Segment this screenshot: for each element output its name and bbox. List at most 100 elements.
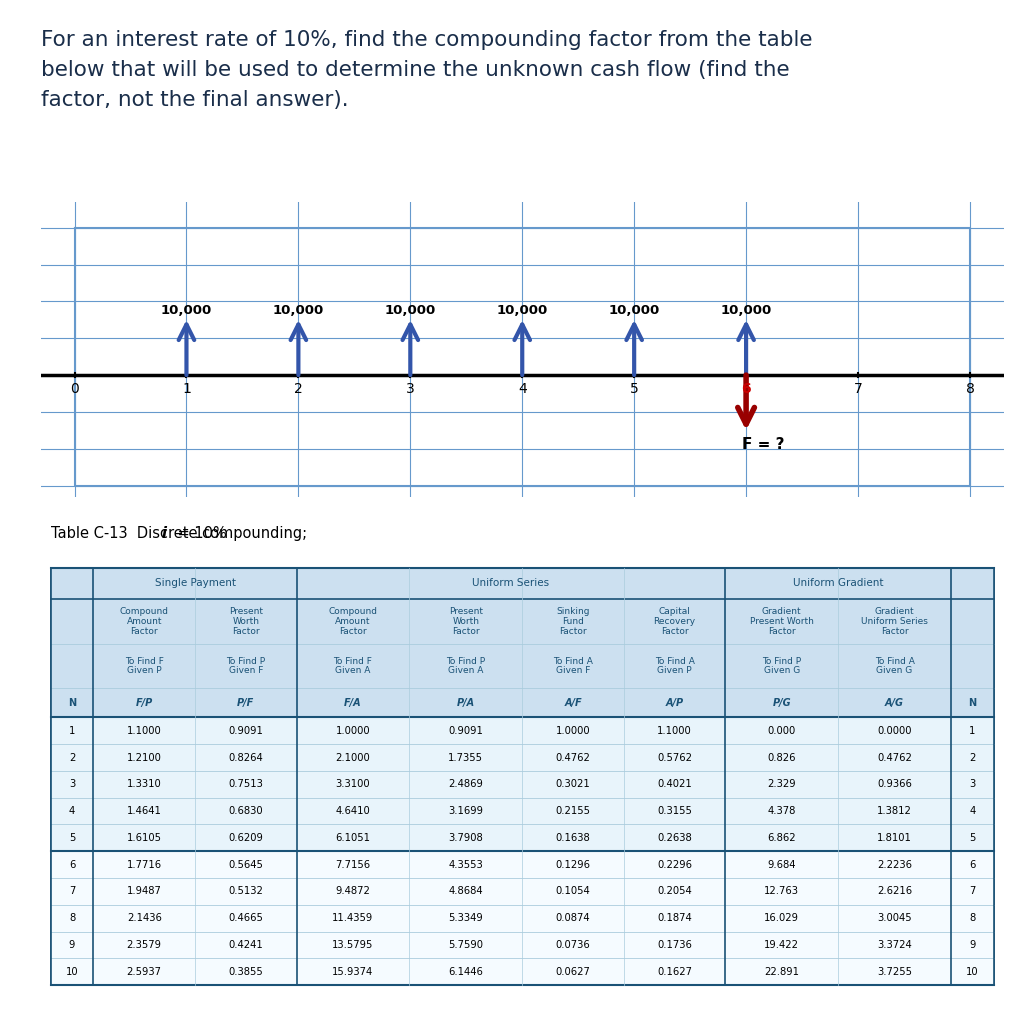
Bar: [522, 717, 624, 744]
Text: 0.5132: 0.5132: [228, 887, 263, 897]
Bar: [624, 744, 725, 771]
Bar: [297, 771, 410, 798]
Bar: [951, 851, 994, 878]
Text: 5: 5: [630, 382, 639, 396]
Text: 6.1446: 6.1446: [449, 967, 483, 977]
Bar: [839, 599, 951, 643]
Text: 1.6105: 1.6105: [127, 833, 162, 842]
Text: 0.000: 0.000: [768, 726, 796, 735]
Bar: [725, 744, 839, 771]
Text: 4: 4: [518, 382, 526, 396]
Bar: [624, 599, 725, 643]
Text: 0.1638: 0.1638: [556, 833, 591, 842]
Bar: [522, 744, 624, 771]
Text: 3.7255: 3.7255: [878, 967, 912, 977]
Bar: [839, 643, 951, 689]
Text: 2: 2: [970, 752, 976, 763]
Bar: [50, 824, 93, 851]
Bar: [297, 717, 410, 744]
Bar: [50, 643, 93, 689]
Text: For an interest rate of 10%, find the compounding factor from the table
below th: For an interest rate of 10%, find the co…: [41, 30, 812, 109]
Bar: [195, 905, 297, 931]
Bar: [93, 851, 195, 878]
Text: Gradient
Present Worth
Factor: Gradient Present Worth Factor: [750, 607, 814, 636]
Bar: [297, 798, 410, 824]
Text: 0.0000: 0.0000: [878, 726, 911, 735]
Bar: [522, 824, 624, 851]
Bar: [410, 689, 522, 717]
Bar: [195, 824, 297, 851]
Bar: [624, 931, 725, 958]
Text: To Find A
Given G: To Find A Given G: [874, 656, 914, 676]
Bar: [839, 931, 951, 958]
Text: 9: 9: [69, 940, 75, 950]
Text: 1: 1: [970, 726, 976, 735]
Text: N: N: [969, 698, 977, 708]
Text: 2: 2: [294, 382, 303, 396]
Text: 0.2054: 0.2054: [657, 887, 692, 897]
Bar: [297, 824, 410, 851]
Bar: [725, 905, 839, 931]
Bar: [839, 958, 951, 985]
Bar: [624, 689, 725, 717]
Bar: [839, 824, 951, 851]
Text: 1.9487: 1.9487: [127, 887, 162, 897]
Text: 0.9091: 0.9091: [228, 726, 263, 735]
Bar: [410, 824, 522, 851]
Bar: [93, 798, 195, 824]
Bar: [195, 689, 297, 717]
Bar: [951, 568, 994, 599]
Bar: [410, 958, 522, 985]
Text: 3.1699: 3.1699: [449, 806, 483, 816]
Text: Uniform Series: Uniform Series: [472, 579, 550, 589]
Text: 2.3579: 2.3579: [127, 940, 162, 950]
Bar: [93, 824, 195, 851]
Bar: [522, 643, 624, 689]
Bar: [951, 771, 994, 798]
Bar: [93, 905, 195, 931]
Bar: [951, 643, 994, 689]
Text: 7: 7: [854, 382, 862, 396]
Bar: [839, 689, 951, 717]
Text: 7: 7: [69, 887, 75, 897]
Bar: [410, 599, 522, 643]
Bar: [93, 599, 195, 643]
Bar: [839, 771, 951, 798]
Bar: [297, 643, 410, 689]
Text: i: i: [162, 525, 166, 540]
Text: 10,000: 10,000: [497, 304, 548, 317]
Bar: [951, 958, 994, 985]
Text: A/G: A/G: [885, 698, 904, 708]
Text: 0.6830: 0.6830: [228, 806, 263, 816]
Text: 0: 0: [71, 382, 79, 396]
Bar: [522, 689, 624, 717]
Text: 19.422: 19.422: [764, 940, 800, 950]
Bar: [410, 643, 522, 689]
Bar: [297, 599, 410, 643]
Text: 3.3100: 3.3100: [336, 780, 371, 789]
Text: 5.3349: 5.3349: [449, 913, 483, 923]
Text: 22.891: 22.891: [764, 967, 800, 977]
Bar: [725, 931, 839, 958]
Text: 0.2155: 0.2155: [555, 806, 591, 816]
Bar: [297, 931, 410, 958]
Bar: [522, 599, 624, 643]
Bar: [725, 851, 839, 878]
Bar: [297, 958, 410, 985]
Bar: [839, 744, 951, 771]
Text: 4.8684: 4.8684: [449, 887, 483, 897]
Bar: [839, 878, 951, 905]
Text: 3.0045: 3.0045: [878, 913, 912, 923]
Text: 0.8264: 0.8264: [228, 752, 263, 763]
Text: P/F: P/F: [238, 698, 254, 708]
Text: 1.3812: 1.3812: [878, 806, 912, 816]
Text: 5.7590: 5.7590: [449, 940, 483, 950]
Text: 6: 6: [741, 382, 751, 396]
Bar: [951, 744, 994, 771]
Text: 0.4021: 0.4021: [657, 780, 692, 789]
Bar: [93, 931, 195, 958]
Text: 2: 2: [69, 752, 75, 763]
Bar: [297, 568, 725, 599]
Text: 6: 6: [970, 860, 976, 870]
Text: 4.3553: 4.3553: [449, 860, 483, 870]
